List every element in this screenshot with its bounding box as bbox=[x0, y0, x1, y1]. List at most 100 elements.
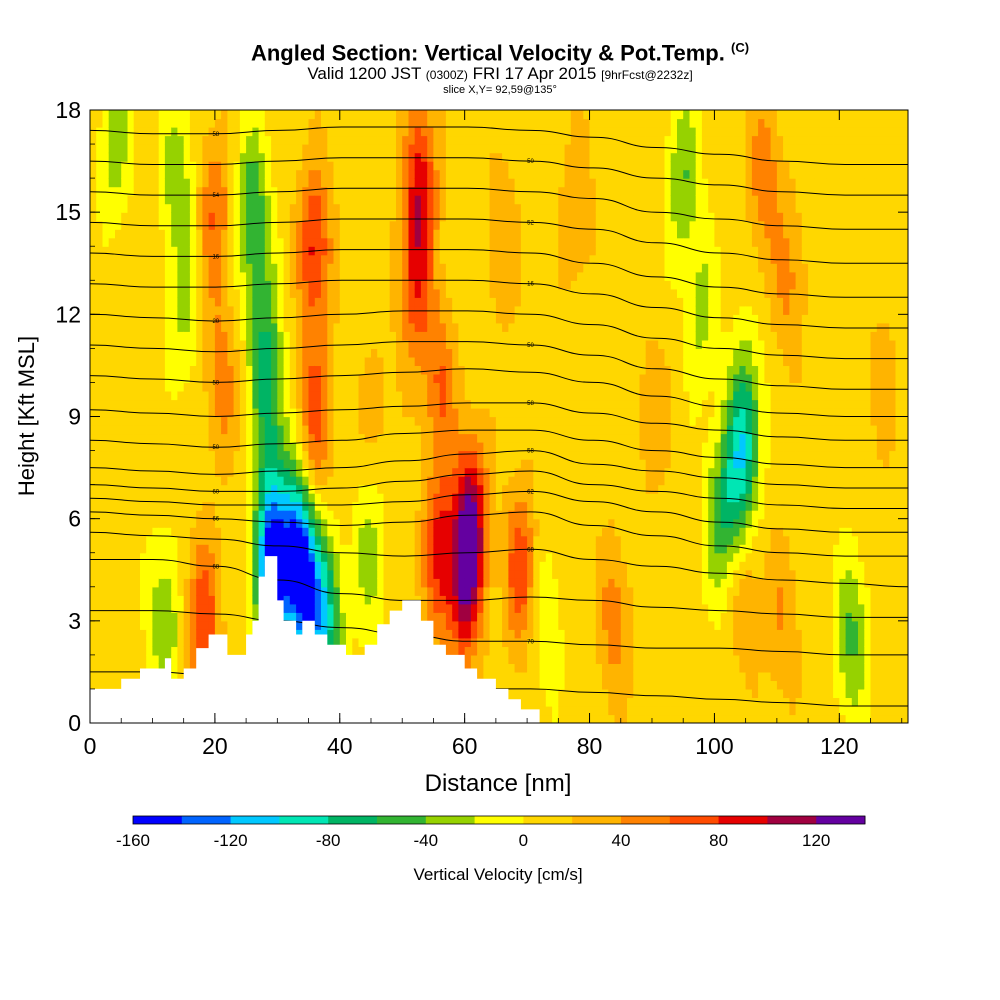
velocity-cell bbox=[189, 348, 197, 358]
velocity-cell bbox=[146, 450, 154, 460]
velocity-cell bbox=[158, 212, 166, 222]
velocity-cell bbox=[146, 254, 154, 264]
velocity-cell bbox=[283, 433, 291, 443]
velocity-cell bbox=[183, 603, 191, 613]
velocity-cell bbox=[289, 331, 297, 341]
velocity-cell bbox=[177, 169, 185, 179]
velocity-cell bbox=[495, 322, 503, 332]
velocity-cell bbox=[352, 246, 360, 256]
velocity-cell bbox=[477, 544, 484, 554]
velocity-cell bbox=[314, 195, 322, 205]
velocity-cell bbox=[214, 339, 222, 350]
velocity-cell bbox=[177, 450, 185, 460]
velocity-cell bbox=[433, 356, 441, 367]
velocity-cell bbox=[383, 135, 391, 145]
velocity-cell bbox=[452, 237, 460, 247]
velocity-cell bbox=[121, 297, 129, 307]
velocity-cell bbox=[189, 637, 197, 648]
velocity-cell bbox=[321, 118, 328, 128]
velocity-cell bbox=[183, 476, 191, 486]
velocity-cell bbox=[408, 501, 416, 511]
velocity-cell bbox=[333, 322, 341, 332]
velocity-cell bbox=[158, 527, 166, 537]
velocity-cell bbox=[164, 518, 172, 528]
velocity-cell bbox=[346, 612, 353, 622]
velocity-cell bbox=[115, 484, 122, 494]
velocity-cell bbox=[171, 365, 179, 375]
velocity-cell bbox=[371, 152, 378, 162]
velocity-cell bbox=[283, 603, 291, 613]
velocity-cell bbox=[208, 476, 216, 486]
velocity-cell bbox=[158, 195, 166, 205]
velocity-cell bbox=[314, 110, 322, 120]
velocity-cell bbox=[202, 135, 210, 145]
velocity-cell bbox=[352, 442, 360, 452]
velocity-cell bbox=[477, 382, 484, 392]
velocity-cell bbox=[333, 629, 341, 639]
velocity-cell bbox=[508, 280, 516, 290]
velocity-cell bbox=[189, 314, 197, 324]
velocity-cell bbox=[233, 510, 241, 520]
velocity-cell bbox=[470, 501, 478, 511]
velocity-cell bbox=[452, 254, 460, 264]
velocity-cell bbox=[502, 288, 509, 298]
velocity-cell bbox=[333, 229, 341, 239]
velocity-cell bbox=[283, 399, 291, 409]
velocity-cell bbox=[495, 552, 503, 562]
velocity-cell bbox=[333, 552, 341, 562]
velocity-cell bbox=[108, 246, 116, 256]
velocity-cell bbox=[214, 518, 222, 528]
velocity-cell bbox=[396, 331, 403, 341]
velocity-cell bbox=[371, 382, 378, 392]
velocity-cell bbox=[452, 314, 460, 324]
velocity-cell bbox=[189, 569, 197, 579]
velocity-cell bbox=[327, 535, 335, 545]
chart-title-mark: (C) bbox=[731, 40, 750, 55]
velocity-cell bbox=[514, 314, 522, 324]
velocity-cell bbox=[108, 620, 116, 630]
velocity-cell bbox=[208, 348, 216, 358]
velocity-cell bbox=[396, 552, 403, 562]
velocity-cell bbox=[308, 237, 316, 247]
velocity-cell bbox=[408, 178, 416, 188]
velocity-cell bbox=[377, 544, 385, 554]
velocity-cell bbox=[121, 288, 129, 298]
velocity-cell bbox=[371, 212, 378, 222]
velocity-cell bbox=[164, 544, 172, 554]
velocity-cell bbox=[408, 135, 416, 145]
velocity-cell bbox=[458, 391, 466, 401]
velocity-cell bbox=[333, 237, 341, 247]
velocity-cell bbox=[108, 595, 116, 605]
velocity-cell bbox=[146, 271, 154, 281]
velocity-cell bbox=[258, 527, 266, 537]
velocity-cell bbox=[483, 484, 491, 494]
velocity-cell bbox=[470, 425, 478, 435]
velocity-cell bbox=[258, 518, 266, 528]
velocity-cell bbox=[246, 518, 253, 528]
velocity-cell bbox=[464, 186, 472, 196]
velocity-cell bbox=[433, 271, 441, 281]
velocity-cell bbox=[177, 288, 185, 298]
velocity-cell bbox=[346, 586, 353, 596]
velocity-cell bbox=[502, 339, 509, 350]
velocity-cell bbox=[514, 688, 522, 699]
velocity-cell bbox=[427, 246, 435, 256]
velocity-cell bbox=[277, 527, 285, 537]
velocity-cell bbox=[208, 246, 216, 256]
velocity-cell bbox=[489, 510, 497, 520]
velocity-cell bbox=[121, 263, 129, 273]
velocity-cell bbox=[427, 186, 435, 196]
velocity-cell bbox=[477, 331, 484, 341]
chart-title-block: Angled Section: Vertical Velocity & Pot.… bbox=[0, 36, 1000, 97]
velocity-cell bbox=[489, 450, 497, 460]
velocity-cell bbox=[427, 322, 435, 332]
velocity-cell bbox=[183, 280, 191, 290]
velocity-cell bbox=[133, 552, 141, 562]
velocity-cell bbox=[464, 169, 472, 179]
velocity-cell bbox=[121, 484, 129, 494]
velocity-cell bbox=[108, 356, 116, 367]
velocity-cell bbox=[483, 586, 491, 596]
velocity-cell bbox=[171, 237, 179, 247]
velocity-cell bbox=[264, 408, 272, 418]
velocity-cell bbox=[327, 220, 335, 230]
